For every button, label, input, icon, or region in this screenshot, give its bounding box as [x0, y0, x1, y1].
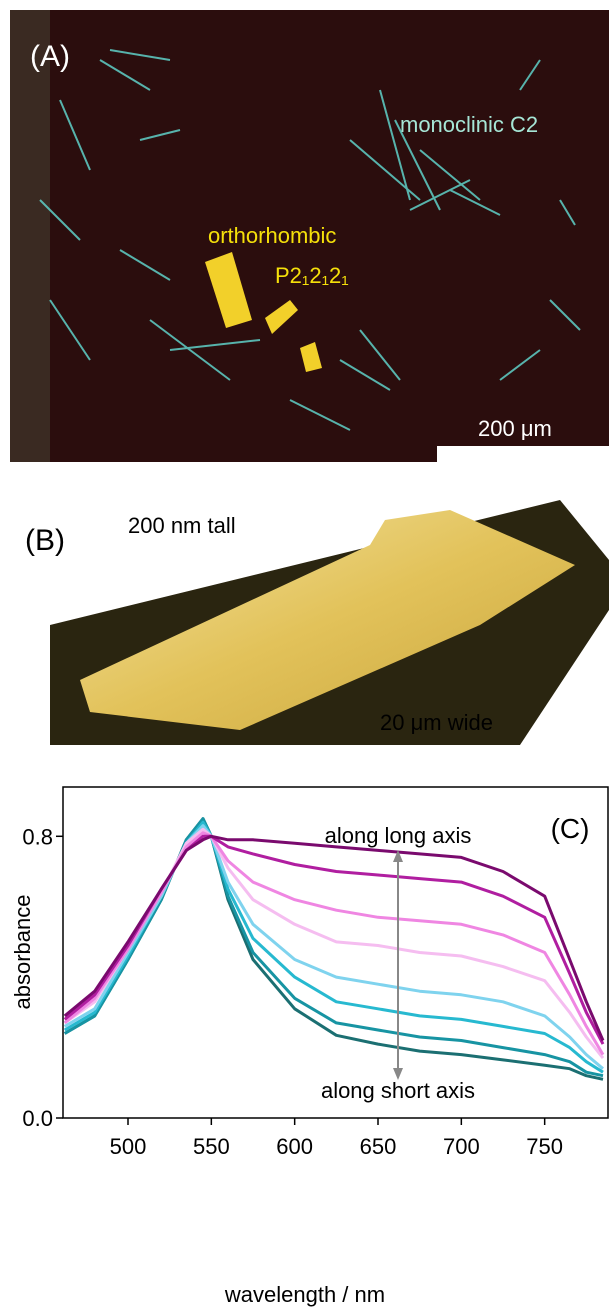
x-tick-label: 550 [193, 1134, 230, 1159]
panel-label: (B) [25, 524, 65, 557]
spectrum-line [63, 824, 604, 1070]
panel-label: (A) [30, 40, 70, 73]
phase-label: monoclinic C2 [400, 112, 538, 137]
spectrum-line [63, 834, 605, 1042]
x-tick-label: 750 [526, 1134, 563, 1159]
x-tick-label: 600 [276, 1134, 313, 1159]
afm-crystal [80, 510, 575, 730]
spectrum-line [63, 817, 604, 1081]
panel-b: (B) 200 nm tall 20 μm wide [25, 500, 609, 745]
y-tick-label: 0.0 [22, 1106, 53, 1131]
micrograph [10, 10, 609, 462]
arrow-head [393, 850, 403, 862]
phase-label: orthorhombic [208, 223, 336, 248]
edge [10, 10, 50, 462]
spectrum-line [63, 817, 604, 1078]
panel-label: (C) [551, 813, 590, 844]
dimension-label: 200 nm tall [128, 513, 236, 538]
x-tick-label: 650 [360, 1134, 397, 1159]
annotation: along short axis [321, 1078, 475, 1103]
panel-c: (C) along long axis along short axis wav… [10, 786, 609, 1307]
scale-bar [437, 446, 609, 462]
annotation: along long axis [325, 823, 472, 848]
x-tick-label: 700 [443, 1134, 480, 1159]
scale-label: 200 μm [478, 416, 552, 441]
y-axis-label: absorbance [10, 895, 35, 1010]
x-tick-label: 500 [110, 1134, 147, 1159]
needle-crystals [39, 49, 581, 431]
dimension-label: 20 μm wide [380, 710, 493, 735]
spectrum-line [63, 831, 605, 1056]
y-tick-label: 0.8 [22, 824, 53, 849]
space-group: P2₁2₁2₁ [275, 263, 349, 288]
arrow-head [393, 1068, 403, 1080]
plot-frame [62, 786, 609, 1119]
panel-a: (A) monoclinic C2 orthorhombic P2₁2₁2₁ 2… [10, 10, 609, 462]
x-axis-label: wavelength / nm [224, 1282, 385, 1307]
orthorhombic-crystals [205, 252, 322, 372]
